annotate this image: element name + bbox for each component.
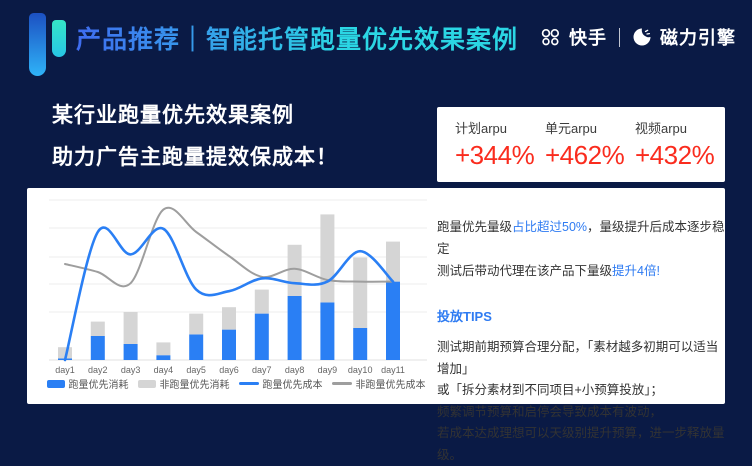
svg-text:day9: day9 (318, 365, 338, 375)
svg-text:day2: day2 (88, 365, 108, 375)
stat-unit-arpu: 单元arpu +462% (545, 118, 635, 171)
legend-item: 非跑量优先成本 (331, 376, 426, 391)
legend-item: 跑量优先消耗 (46, 376, 129, 391)
legend-item: 跑量优先成本 (238, 376, 323, 391)
magnetic-engine-logo-icon (632, 27, 652, 47)
legend-label: 非跑量优先消耗 (159, 380, 230, 391)
stat-label: 计划arpu (455, 121, 508, 136)
svg-text:day1: day1 (55, 365, 75, 375)
magnetic-engine-wordmark: 磁力引擎 (660, 28, 736, 48)
kuaishou-wordmark: 快手 (569, 28, 607, 48)
legend-line-swatch (238, 382, 259, 385)
legend-label: 跑量优先成本 (262, 380, 323, 391)
svg-text:day4: day4 (154, 365, 174, 375)
svg-text:day3: day3 (121, 365, 141, 375)
headline-line2: 助力广告主跑量提效保成本！ (52, 146, 338, 169)
combo-chart: day1 day2 day3 day4 day5 day6 day7 day8 day9 day1… (37, 192, 435, 400)
tips-title: 投放TIPS (437, 309, 492, 324)
svg-text:day11: day11 (381, 365, 405, 375)
decoration-bar-cyan (52, 20, 66, 57)
svg-text:day7: day7 (252, 365, 272, 375)
stat-value: +344% (455, 140, 535, 170)
stat-label: 单元arpu (545, 121, 598, 136)
arpu-stats-card: 计划arpu +344% 单元arpu +462% 视频arpu +432% (437, 107, 725, 182)
tips-line: 频繁调节预算和启停会导致成本有波动， (437, 404, 663, 419)
insight-line1: 跑量优先量级占比超过50%，量级提升后成本逐步稳定 (437, 220, 725, 256)
legend-line-swatch (331, 382, 352, 385)
chart-canvas: day1 day2 day3 day4 day5 day6 day7 day8 day9 day1… (49, 199, 427, 375)
insight-line2: 测试后带动代理在该产品下量级提升4倍! (437, 264, 660, 278)
tips-line: 或「拆分素材到不同项目+小预算投放」； (437, 383, 664, 397)
stat-value: +462% (545, 140, 625, 170)
headline: 某行业跑量优先效果案例 助力广告主跑量提效保成本！ (52, 95, 338, 179)
brand-area: 快手 磁力引擎 (540, 24, 736, 50)
page-title: 产品推荐｜智能托管跑量优先效果案例 (76, 20, 518, 56)
stat-plan-arpu: 计划arpu +344% (455, 118, 545, 171)
decoration-bar-blue (29, 13, 46, 76)
legend-item: 非跑量优先消耗 (137, 376, 230, 391)
svg-text:day10: day10 (348, 365, 373, 375)
tips-lines: 测试期前期预算合理分配，「素材越多初期可以适当增加」 或「拆分素材到不同项目+小… (437, 337, 725, 466)
svg-text:day8: day8 (285, 365, 305, 375)
legend-bar-swatch (137, 379, 156, 388)
svg-text:day5: day5 (186, 365, 206, 375)
legend-bar-swatch (46, 379, 65, 388)
chart-legend: 跑量优先消耗 非跑量优先消耗 跑量优先成本 非跑量优先成本 (37, 376, 435, 391)
svg-text:day6: day6 (219, 365, 239, 375)
stat-video-arpu: 视频arpu +432% (635, 118, 725, 171)
tips-line: 若成本达成理想可以天级别提升预算，进一步释放量级。 (437, 426, 725, 462)
stat-value: +432% (635, 140, 715, 170)
tips-line: 测试期前期预算合理分配，「素材越多初期可以适当增加」 (437, 340, 719, 376)
insight-text-block: 跑量优先量级占比超过50%，量级提升后成本逐步稳定 测试后带动代理在该产品下量级… (437, 216, 725, 466)
legend-label: 跑量优先消耗 (68, 380, 129, 391)
stat-label: 视频arpu (635, 121, 688, 136)
legend-label: 非跑量优先成本 (355, 380, 426, 391)
case-detail-card: day1 day2 day3 day4 day5 day6 day7 day8 day9 day1… (27, 188, 725, 462)
headline-line1: 某行业跑量优先效果案例 (52, 104, 294, 127)
brand-divider (619, 27, 620, 47)
kuaishou-logo-icon (540, 27, 561, 48)
